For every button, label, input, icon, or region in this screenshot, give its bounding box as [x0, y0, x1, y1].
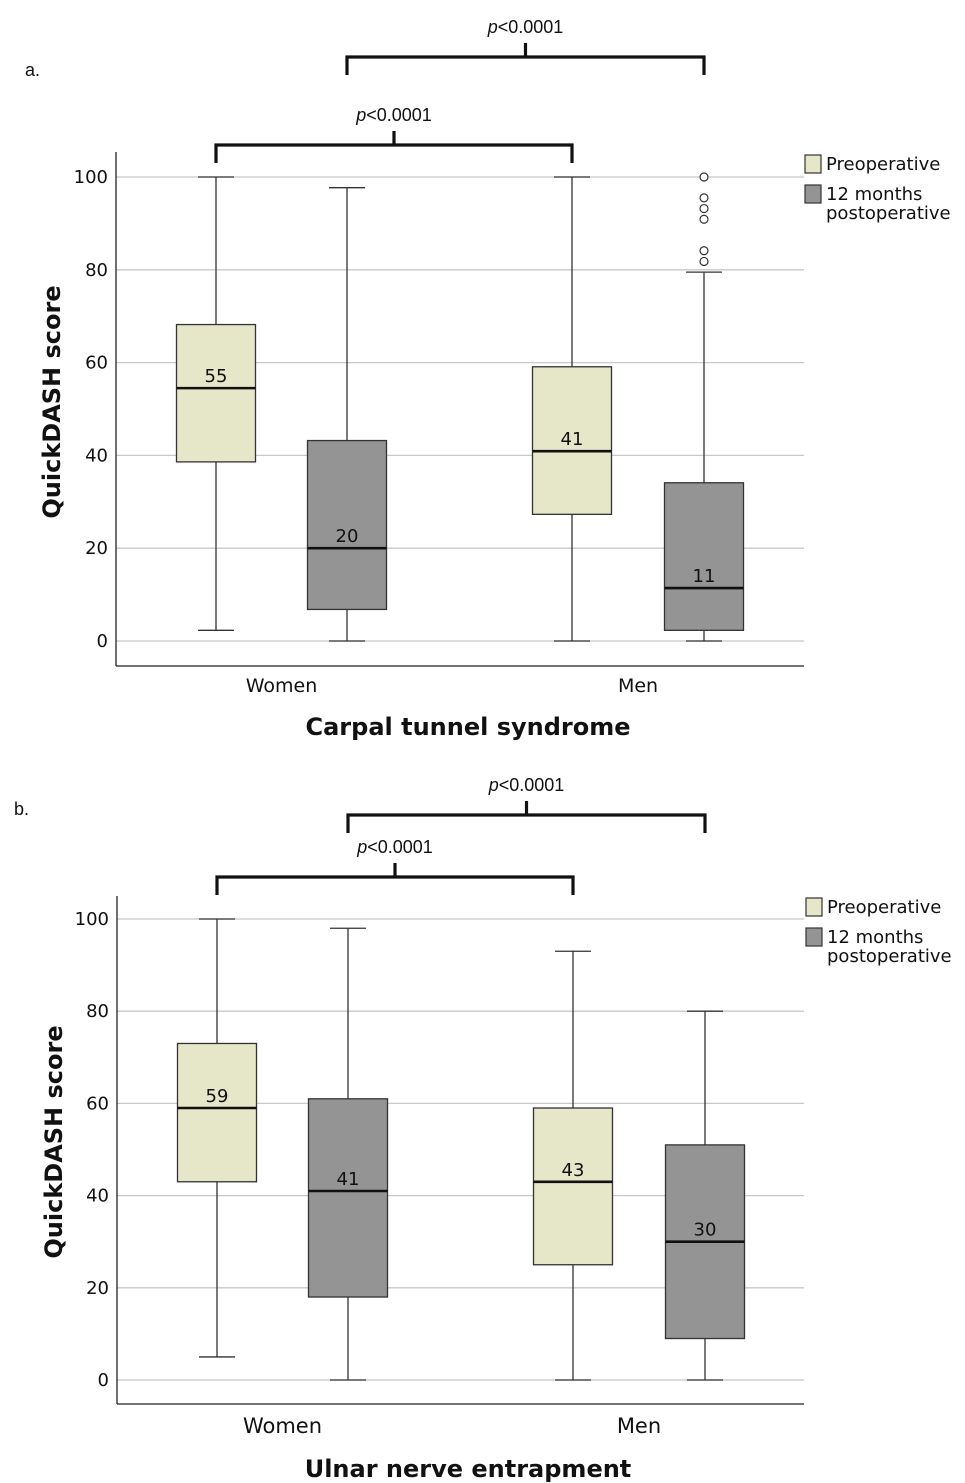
box-women-preoperative: 55	[175, 176, 257, 631]
legend: Preoperative 12 months postoperative	[804, 154, 951, 224]
y-tick-label: 40	[85, 445, 108, 466]
y-tick-label: 20	[85, 538, 108, 559]
y-tick-label: 60	[85, 353, 108, 374]
p-value-label: p<0.0001	[356, 837, 433, 857]
significance-bracket: p<0.0001	[215, 837, 575, 895]
bracket-line	[215, 875, 575, 895]
median-label: 20	[336, 526, 359, 547]
y-tick-label: 60	[86, 1093, 109, 1114]
outlier-point	[699, 193, 709, 203]
median-label: 59	[206, 1086, 229, 1107]
panel-label: a.	[25, 60, 40, 80]
box-iqr	[176, 1042, 258, 1183]
box-men-postoperative: 30	[664, 1010, 746, 1381]
legend-swatch	[804, 154, 822, 174]
x-axis-title: Ulnar nerve entrapment	[305, 1455, 632, 1483]
y-tick-label: 80	[85, 260, 108, 281]
x-tick-label: Women	[243, 1414, 322, 1438]
outlier-point	[699, 172, 709, 182]
legend: Preoperative 12 months postoperative	[805, 897, 952, 967]
y-tick-label: 0	[97, 631, 108, 652]
y-tick-label: 0	[98, 1370, 109, 1391]
median-label: 11	[693, 566, 716, 587]
x-tick-label: Women	[246, 675, 318, 697]
y-tick-label: 100	[74, 167, 108, 188]
significance-bracket: p<0.0001	[345, 17, 706, 75]
chart-panel-a: a. 0 20 40 60 80 100 Women Men 55 41 20 11 Preoperati…	[25, 17, 951, 741]
median-label: 41	[561, 429, 584, 450]
p-value-label: p<0.0001	[487, 17, 564, 37]
median-label: 55	[205, 366, 228, 387]
x-tick-label: Men	[617, 1414, 661, 1438]
outlier-point	[699, 256, 709, 267]
box-iqr	[531, 366, 613, 515]
y-tick-label: 20	[86, 1278, 109, 1299]
legend-label: Preoperative	[826, 154, 940, 175]
box-women-postoperative: 41	[307, 927, 389, 1381]
legend-label: 12 months postoperative	[827, 927, 952, 967]
y-tick-label: 40	[86, 1186, 109, 1207]
y-tick-label: 100	[75, 909, 109, 930]
box-women-preoperative: 59	[176, 918, 258, 1358]
median-label: 41	[337, 1169, 360, 1190]
chart-panel-b: b. 0 20 40 60 80 100 Women Men 59 43 41 30 Preoperati…	[14, 775, 952, 1483]
x-axis-title: Carpal tunnel syndrome	[306, 713, 631, 741]
x-tick-label: Men	[618, 675, 658, 697]
box-men-preoperative: 43	[532, 950, 614, 1381]
outlier-point	[699, 203, 709, 214]
bracket-line	[214, 143, 574, 163]
legend-label: Preoperative	[827, 897, 941, 918]
legend-swatch	[805, 897, 823, 917]
bracket-line	[346, 813, 707, 833]
legend-label: 12 months postoperative	[826, 184, 951, 224]
box-men-postoperative: 11	[663, 172, 745, 642]
box-men-preoperative: 41	[531, 176, 613, 642]
median-label: 43	[562, 1160, 585, 1181]
outlier-point	[699, 246, 709, 256]
legend-swatch	[805, 927, 823, 947]
box-iqr	[532, 1107, 614, 1266]
box-iqr	[307, 1098, 389, 1298]
outlier-point	[699, 214, 709, 224]
significance-bracket: p<0.0001	[346, 775, 707, 833]
box-iqr	[175, 323, 257, 463]
significance-bracket: p<0.0001	[214, 105, 574, 163]
panel-label: b.	[14, 799, 29, 819]
p-value-label: p<0.0001	[355, 105, 432, 125]
y-axis-title: QuickDASH score	[38, 285, 66, 518]
median-label: 30	[694, 1220, 717, 1241]
bracket-line	[345, 55, 706, 75]
box-iqr	[663, 482, 745, 631]
box-iqr	[306, 439, 388, 611]
box-women-postoperative: 20	[306, 187, 388, 642]
y-axis-title: QuickDASH score	[40, 1025, 68, 1258]
y-tick-label: 80	[86, 1001, 109, 1022]
p-value-label: p<0.0001	[488, 775, 565, 795]
legend-swatch	[804, 184, 822, 204]
